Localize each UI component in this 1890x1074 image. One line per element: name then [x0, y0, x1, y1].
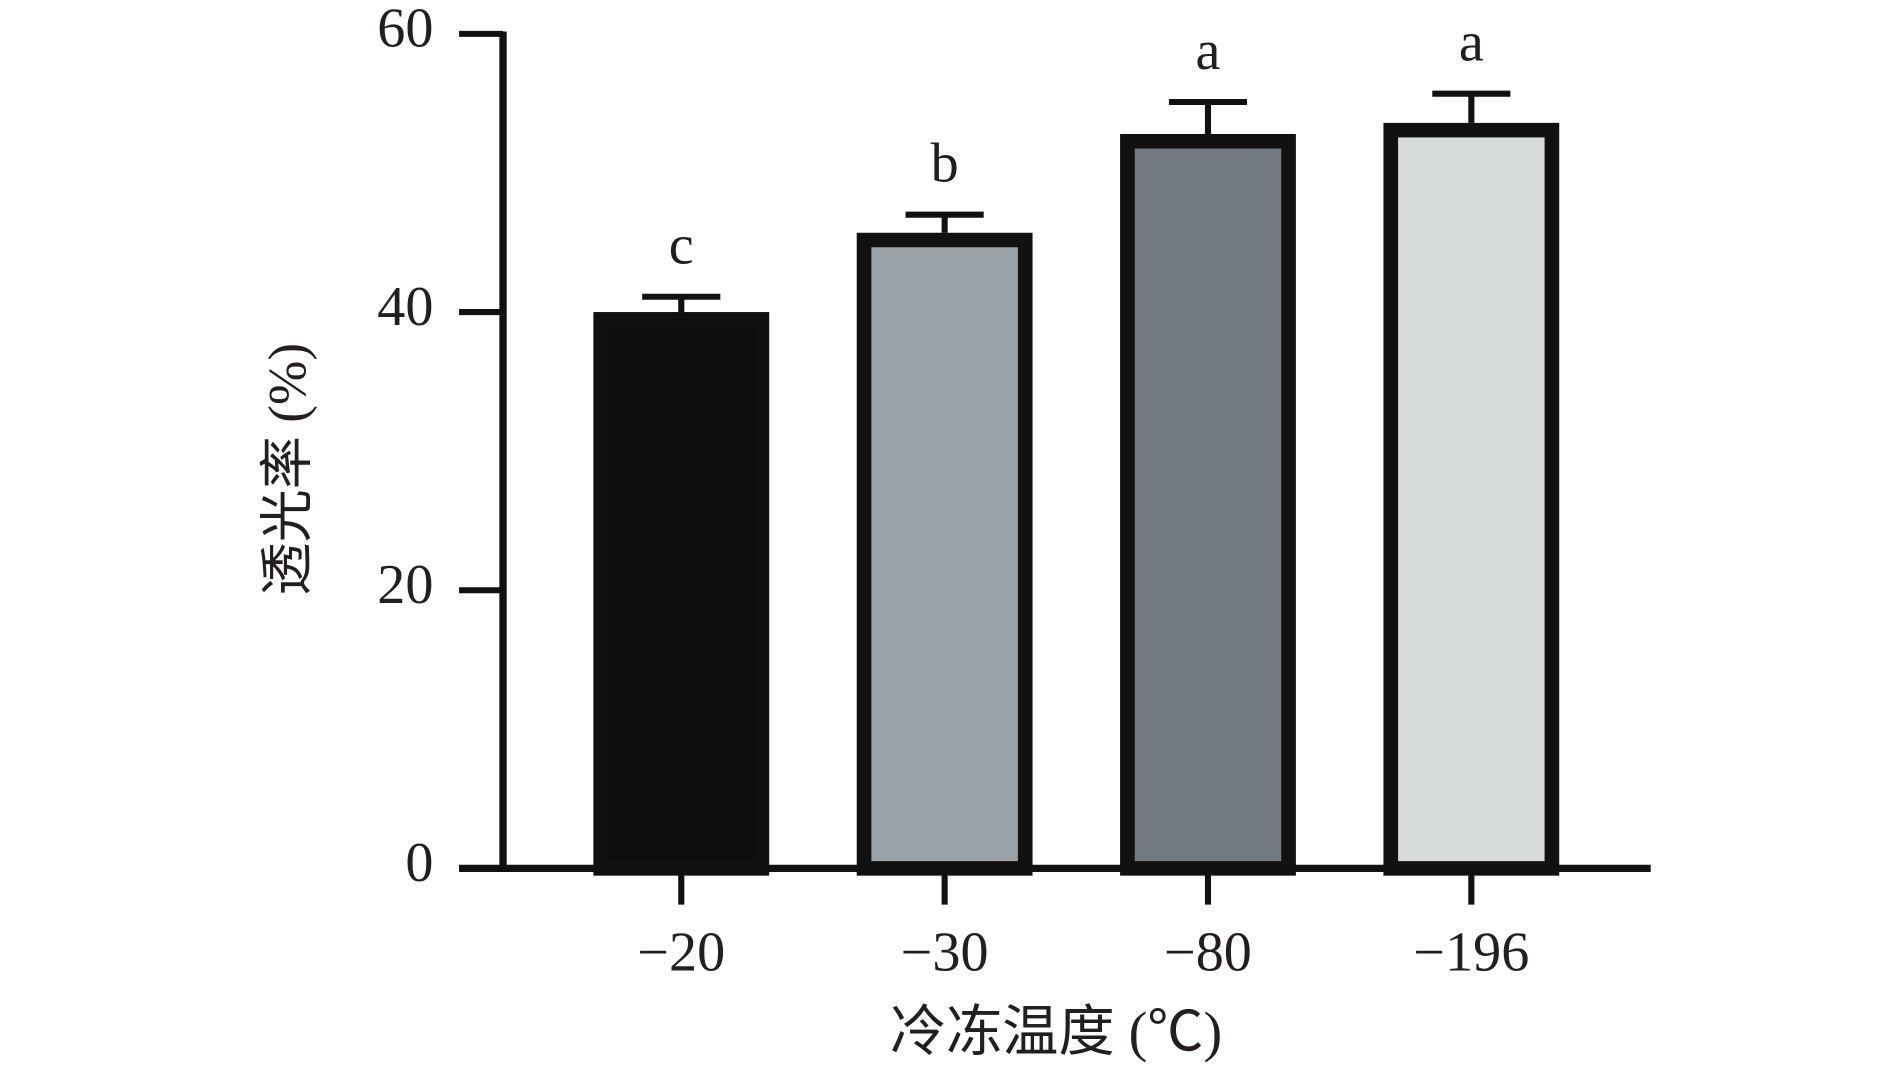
y-tick-label: 40: [377, 276, 433, 338]
x-tick-label: −20: [637, 922, 725, 984]
bar: [856, 232, 1033, 876]
bar: [593, 312, 770, 876]
y-tick-label: 60: [377, 0, 433, 60]
y-axis-label: 透光率 (%): [257, 343, 317, 596]
y-tick-label: 0: [405, 832, 433, 894]
x-tick-label: −196: [1413, 922, 1529, 984]
bar: [1120, 134, 1296, 876]
significance-label: a: [1196, 20, 1221, 82]
x-tick-label: −30: [901, 922, 989, 984]
bar: [1383, 122, 1560, 876]
significance-label: b: [931, 133, 959, 195]
error-bar: [1432, 90, 1511, 123]
error-bar: [905, 211, 984, 233]
x-tick-label: −80: [1164, 922, 1252, 984]
error-bar: [642, 293, 721, 313]
x-axis-label: 冷冻温度 (℃): [890, 1002, 1222, 1064]
significance-label: a: [1459, 12, 1484, 74]
significance-label: c: [669, 215, 694, 277]
y-tick-label: 20: [377, 554, 433, 616]
error-bar: [1168, 98, 1248, 135]
